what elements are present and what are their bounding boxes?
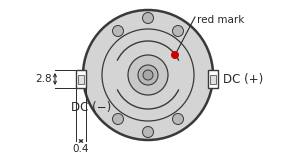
Circle shape	[83, 10, 213, 140]
Circle shape	[112, 114, 124, 125]
Bar	[76, 70, 86, 88]
Text: red mark: red mark	[197, 15, 244, 25]
Circle shape	[112, 26, 124, 37]
Bar	[210, 75, 216, 84]
Circle shape	[172, 26, 184, 37]
Circle shape	[128, 55, 168, 95]
Text: 0.4: 0.4	[73, 144, 89, 153]
Bar	[208, 70, 218, 88]
Text: 2.8: 2.8	[35, 74, 52, 84]
Circle shape	[143, 70, 153, 80]
Text: DC (−): DC (−)	[71, 101, 111, 114]
Bar	[78, 75, 84, 84]
Circle shape	[171, 51, 179, 59]
Circle shape	[142, 127, 154, 138]
Circle shape	[172, 114, 184, 125]
Circle shape	[142, 13, 154, 24]
Text: DC (+): DC (+)	[223, 73, 263, 86]
Circle shape	[138, 65, 158, 85]
